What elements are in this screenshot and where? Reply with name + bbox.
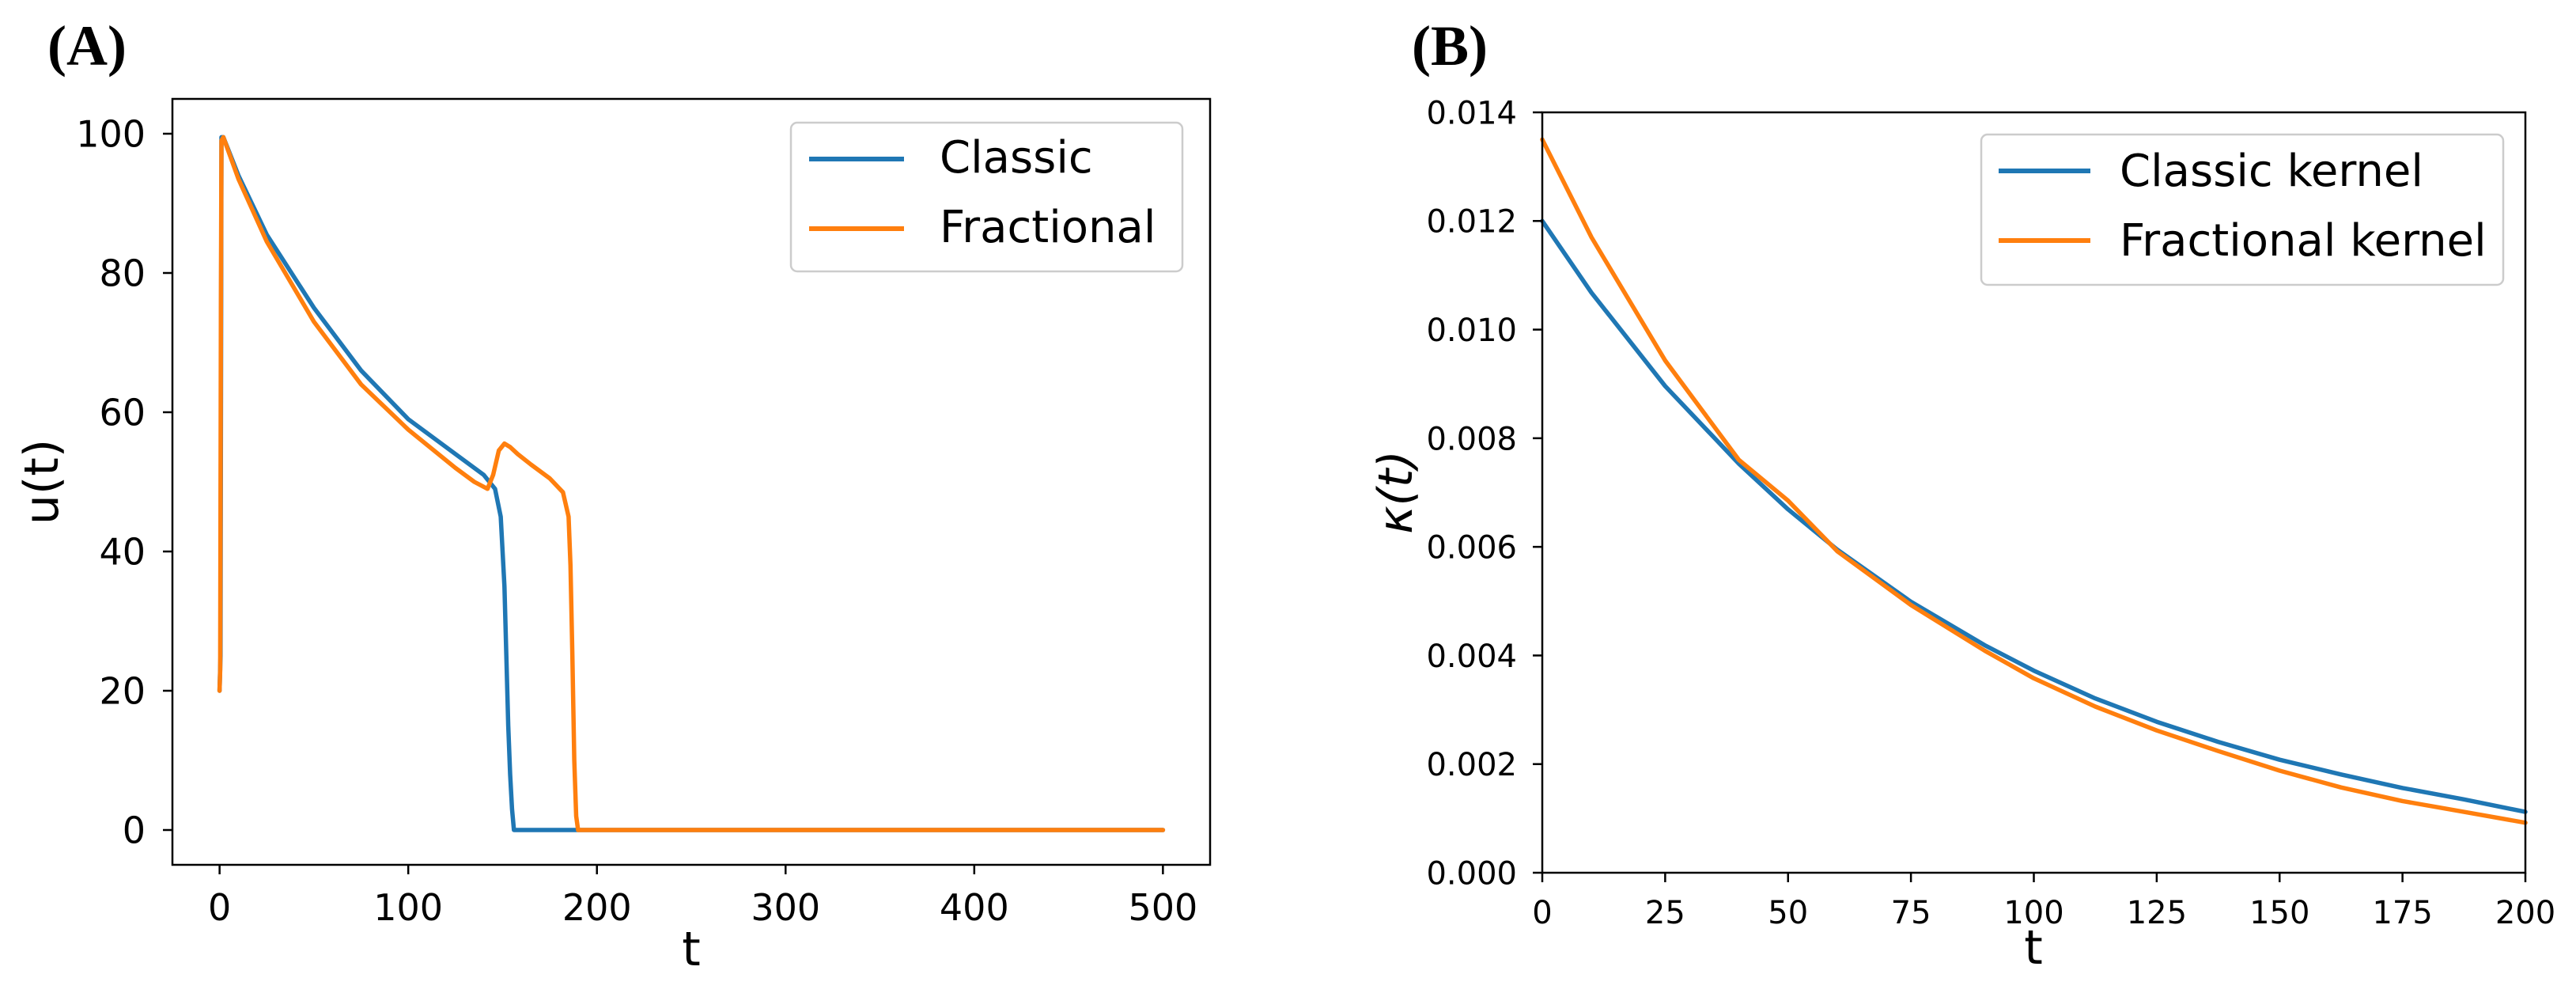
panel-b-legend-label-fractional: Fractional kernel [2120, 215, 2487, 267]
panel-a-legend: Classic Fractional [789, 121, 1184, 273]
panel-b-y-ticks: 0.000 0.002 0.004 0.006 0.008 0.010 0.012 0.014 [1426, 95, 1542, 892]
panel-a-axes-frame [171, 97, 1212, 866]
panel-a-y-tick-label: 0 [123, 809, 146, 852]
panel-a-series-group [217, 135, 1166, 832]
panel-a-x-ticks: 0 100 200 300 400 500 [208, 865, 1197, 929]
panel-b-series-group [1540, 137, 2528, 825]
panel-a-series-fractional-line [217, 135, 1166, 832]
panel-b-x-tick-label: 175 [2372, 895, 2432, 931]
panel-a-y-tick-label: 20 [99, 670, 146, 713]
panel-b-x-ticks: 0 25 50 75 100 125 150 175 200 [1532, 873, 2555, 931]
panel-b-x-tick-label: 150 [2249, 895, 2309, 931]
panel-b-x-tick-label: 125 [2127, 895, 2187, 931]
panel-a-y-tick-label: 80 [99, 252, 146, 295]
panel-b-x-tick-label: 200 [2495, 895, 2555, 931]
panel-b-letter: (B) [1412, 14, 1488, 78]
panel-a-y-tick-label: 40 [99, 531, 146, 574]
panel-b-legend-label-classic: Classic kernel [2120, 146, 2423, 197]
panel-b-legend: Classic kernel Fractional kernel [1980, 133, 2505, 286]
panel-b-x-tick-label: 25 [1645, 895, 1685, 931]
panel-a-legend-label-fractional: Fractional [940, 202, 1156, 253]
panel-b-x-tick-label: 100 [2003, 895, 2063, 931]
panel-a: (A) 0 100 200 300 400 500 0 20 40 60 80 100 t u(t)… [14, 14, 1212, 977]
panel-a-letter: (A) [47, 14, 127, 78]
panel-b-y-tick-label: 0.006 [1426, 530, 1517, 567]
panel-b: (B) 0 25 50 75 100 125 150 175 200 0.0000.0020.0… [1368, 14, 2555, 976]
panel-b-series-classic-kernel-line [1540, 218, 2528, 814]
panel-a-y-axis-label: u(t) [14, 439, 70, 525]
panel-b-series-fractional-kernel-line [1540, 137, 2528, 825]
panel-a-x-axis-label: t [682, 922, 701, 977]
panel-b-y-tick-label: 0.010 [1426, 313, 1517, 349]
panel-b-y-tick-label: 0.014 [1426, 95, 1517, 131]
panel-b-x-tick-label: 50 [1768, 895, 1808, 931]
panel-a-x-tick-label: 400 [940, 886, 1009, 929]
panel-a-y-ticks: 0 20 40 60 80 100 [76, 113, 172, 852]
panel-b-x-tick-label: 75 [1891, 895, 1931, 931]
panel-b-y-tick-label: 0.002 [1426, 747, 1517, 783]
panel-a-x-tick-label: 500 [1128, 886, 1197, 929]
panel-b-x-tick-label: 0 [1532, 895, 1552, 931]
panel-b-x-axis-label: t [2024, 920, 2043, 976]
panel-a-legend-label-classic: Classic [940, 132, 1093, 184]
panel-b-y-tick-label: 0.008 [1426, 421, 1517, 457]
panel-a-x-tick-label: 0 [208, 886, 231, 929]
panel-b-y-tick-label: 0.004 [1426, 639, 1517, 675]
panel-b-y-axis-label: κ(t) [1368, 450, 1424, 534]
panel-b-y-tick-label: 0.000 [1426, 855, 1517, 892]
panel-a-x-tick-label: 200 [562, 886, 632, 929]
panel-a-y-tick-label: 100 [76, 113, 146, 156]
panel-b-y-tick-label: 0.012 [1426, 204, 1517, 241]
panel-a-x-tick-label: 300 [751, 886, 820, 929]
panel-a-y-tick-label: 60 [99, 392, 146, 434]
panel-b-legend-box [1980, 133, 2505, 286]
panel-a-x-tick-label: 100 [373, 886, 443, 929]
